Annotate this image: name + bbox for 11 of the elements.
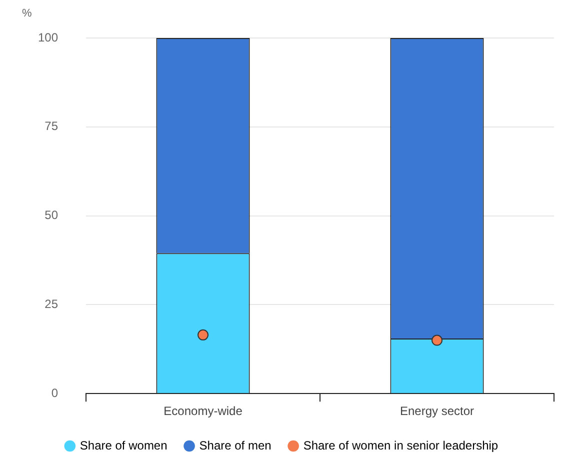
y-tick-label: 75	[44, 119, 58, 134]
x-tick-label: Economy-wide	[164, 404, 243, 418]
y-tick-label: 0	[51, 386, 58, 400]
legend-label: Share of women in senior leadership	[303, 438, 498, 452]
x-tick-label: Energy sector	[400, 404, 474, 418]
y-tick-label: 100	[38, 30, 58, 44]
legend-label: Share of men	[199, 438, 272, 452]
y-axis-title: %	[22, 8, 32, 20]
y-tick-label: 25	[44, 297, 58, 312]
y-tick-label: 50	[44, 208, 58, 222]
legend-label: Share of women	[80, 438, 168, 452]
